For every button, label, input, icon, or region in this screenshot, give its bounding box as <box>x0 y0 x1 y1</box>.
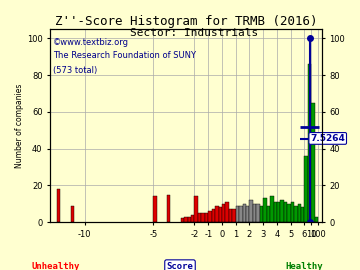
Bar <box>315 217 318 222</box>
Bar <box>267 206 270 222</box>
Bar <box>243 204 246 222</box>
Bar <box>298 204 301 222</box>
Text: Healthy: Healthy <box>285 262 323 270</box>
Bar <box>153 197 157 222</box>
Bar <box>194 197 198 222</box>
Bar <box>167 195 170 222</box>
Y-axis label: Number of companies: Number of companies <box>15 83 24 168</box>
Bar <box>263 198 267 222</box>
Bar <box>191 215 194 222</box>
Bar <box>229 209 232 222</box>
Bar <box>201 213 205 222</box>
Bar <box>219 207 222 222</box>
Bar <box>253 204 256 222</box>
Bar <box>256 204 260 222</box>
Bar <box>222 204 225 222</box>
Bar <box>260 206 263 222</box>
Text: 7.5264: 7.5264 <box>310 134 345 143</box>
Bar <box>184 217 188 222</box>
Bar <box>294 206 298 222</box>
Bar <box>198 213 201 222</box>
Bar <box>208 211 212 222</box>
Bar <box>215 206 219 222</box>
Bar <box>284 202 287 222</box>
Bar <box>249 200 253 222</box>
Bar <box>277 202 280 222</box>
Bar <box>280 200 284 222</box>
Bar <box>232 209 236 222</box>
Bar <box>301 207 305 222</box>
Bar <box>287 204 291 222</box>
Text: The Research Foundation of SUNY: The Research Foundation of SUNY <box>53 51 196 60</box>
Bar <box>274 202 277 222</box>
Title: Z''-Score Histogram for TRMB (2016): Z''-Score Histogram for TRMB (2016) <box>55 15 317 28</box>
Bar <box>308 64 311 222</box>
Bar <box>236 206 239 222</box>
Text: ©www.textbiz.org: ©www.textbiz.org <box>53 38 129 47</box>
Text: (573 total): (573 total) <box>53 66 97 75</box>
Bar <box>212 209 215 222</box>
Bar <box>270 197 274 222</box>
Bar <box>71 206 74 222</box>
Bar <box>188 217 191 222</box>
Bar <box>57 189 60 222</box>
Text: Sector: Industrials: Sector: Industrials <box>130 28 258 38</box>
Bar <box>305 156 308 222</box>
Bar <box>246 206 249 222</box>
Text: Score: Score <box>167 262 193 270</box>
Bar <box>291 202 294 222</box>
Text: Unhealthy: Unhealthy <box>32 262 80 270</box>
Bar <box>205 213 208 222</box>
Bar <box>239 206 243 222</box>
Bar <box>311 103 315 222</box>
Bar <box>181 218 184 222</box>
Bar <box>225 202 229 222</box>
